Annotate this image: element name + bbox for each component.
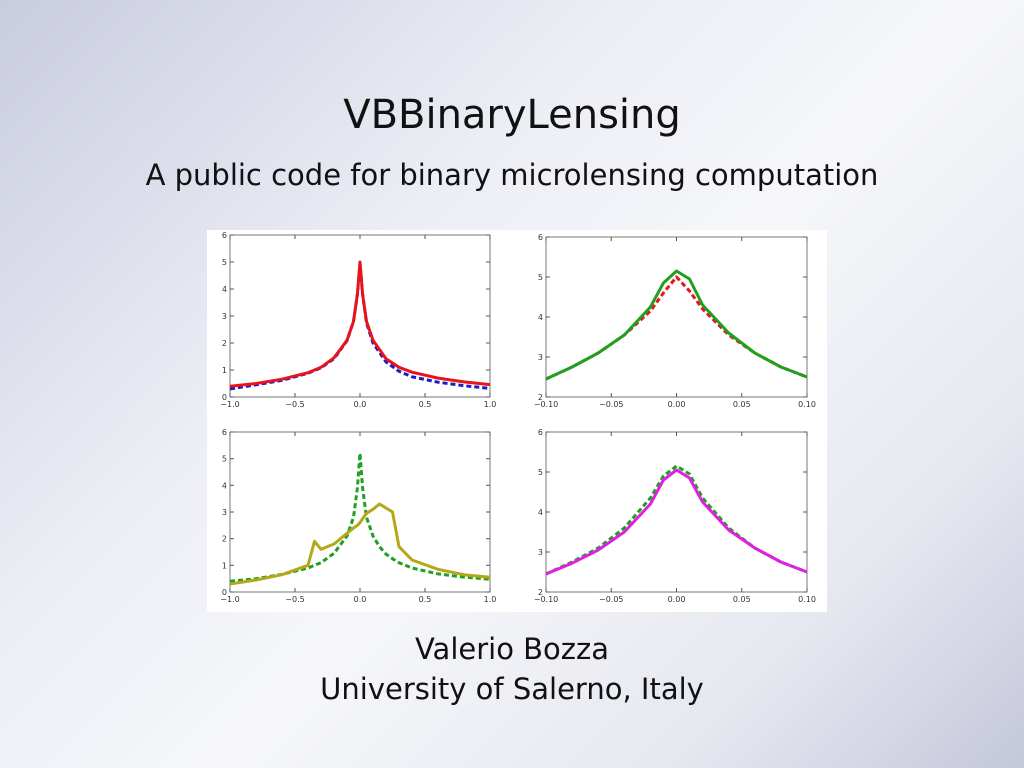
x-tick-label: 0.5 [419, 400, 432, 409]
y-tick-label: 4 [222, 285, 227, 294]
x-tick-label: −1.0 [220, 400, 239, 409]
y-tick-label: 6 [538, 233, 543, 242]
x-tick-label: −0.10 [534, 595, 559, 604]
x-tick-label: 0.05 [733, 400, 751, 409]
y-tick-label: 4 [538, 313, 543, 322]
x-tick-label: 1.0 [484, 595, 497, 604]
y-tick-label: 2 [222, 339, 227, 348]
x-tick-label: −1.0 [220, 595, 239, 604]
affiliation: University of Salerno, Italy [320, 672, 704, 706]
x-tick-label: 0.00 [668, 400, 686, 409]
y-tick-label: 6 [538, 428, 543, 437]
y-tick-label: 1 [222, 366, 227, 375]
y-tick-label: 3 [222, 312, 227, 321]
y-tick-label: 3 [538, 353, 543, 362]
x-tick-label: 0.10 [798, 595, 816, 604]
x-tick-label: 0.00 [668, 595, 686, 604]
charts: 0 1 2 3 4 5 6 −1.0 −0.5 0.0 0.5 1.0 2 3 4 5 6 −0.10 −0.05 0… [220, 231, 816, 604]
x-tick-label: 0.0 [354, 595, 367, 604]
y-tick-label: 6 [222, 231, 227, 240]
series-line [229, 260, 491, 388]
y-tick-label: 4 [538, 508, 543, 517]
plot-frame [545, 431, 808, 593]
y-tick-label: 1 [222, 561, 227, 570]
y-tick-label: 4 [222, 481, 227, 490]
x-tick-label: −0.05 [599, 595, 624, 604]
slide-subtitle: A public code for binary microlensing co… [145, 158, 879, 192]
x-tick-label: −0.5 [285, 595, 304, 604]
y-tick-label: 2 [222, 535, 227, 544]
plot-frame [229, 234, 491, 398]
y-tick-label: 2 [538, 588, 543, 597]
chart-panel: 0 1 2 3 4 5 6 −1.0 −0.5 0.0 0.5 1.0 2 3 4 5 6 −0.10 −0.05 0… [207, 230, 827, 612]
plot-frame [545, 236, 808, 398]
x-tick-label: 0.10 [798, 400, 816, 409]
y-tick-label: 3 [538, 548, 543, 557]
x-tick-label: 1.0 [484, 400, 497, 409]
y-tick-label: 5 [538, 468, 543, 477]
series-line [229, 451, 491, 583]
y-tick-label: 5 [222, 455, 227, 464]
x-tick-label: −0.5 [285, 400, 304, 409]
series-line [229, 261, 491, 391]
y-tick-label: 2 [538, 393, 543, 402]
series-line [545, 468, 808, 576]
y-tick-label: 3 [222, 508, 227, 517]
y-tick-label: 5 [538, 273, 543, 282]
y-tick-label: 0 [222, 393, 227, 402]
y-tick-label: 5 [222, 258, 227, 267]
y-tick-label: 0 [222, 588, 227, 597]
series-line [229, 502, 491, 586]
x-tick-label: 0.05 [733, 595, 751, 604]
x-tick-label: 0.0 [354, 400, 367, 409]
series-line [545, 269, 808, 381]
slide-title: VBBinaryLensing [343, 92, 681, 138]
x-tick-label: −0.05 [599, 400, 624, 409]
x-tick-label: 0.5 [419, 595, 432, 604]
author: Valerio Bozza [414, 632, 610, 666]
x-tick-label: −0.10 [534, 400, 559, 409]
y-tick-label: 6 [222, 428, 227, 437]
series-line [545, 275, 808, 381]
